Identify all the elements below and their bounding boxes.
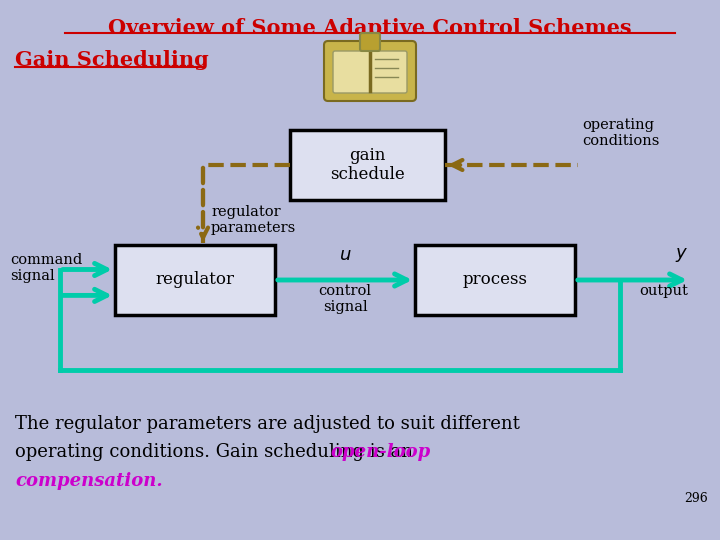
FancyBboxPatch shape — [324, 41, 416, 101]
Text: open-loop: open-loop — [330, 443, 431, 461]
Text: Overview of Some Adaptive Control Schemes: Overview of Some Adaptive Control Scheme… — [108, 18, 632, 38]
FancyBboxPatch shape — [115, 245, 275, 315]
Text: The regulator parameters are adjusted to suit different: The regulator parameters are adjusted to… — [15, 415, 520, 433]
FancyBboxPatch shape — [290, 130, 445, 200]
Text: $\it{y}$: $\it{y}$ — [675, 246, 688, 264]
Text: 296: 296 — [684, 492, 708, 505]
Text: operating
conditions: operating conditions — [582, 118, 660, 148]
Text: control
signal: control signal — [318, 284, 372, 314]
FancyBboxPatch shape — [360, 33, 380, 51]
Text: regulator: regulator — [156, 272, 235, 288]
Text: $\it{u}$: $\it{u}$ — [338, 246, 351, 264]
Text: output: output — [639, 284, 688, 298]
Text: process: process — [462, 272, 528, 288]
Text: compensation.: compensation. — [15, 472, 163, 490]
Text: Gain Scheduling: Gain Scheduling — [15, 50, 209, 70]
Text: operating conditions. Gain scheduling is an: operating conditions. Gain scheduling is… — [15, 443, 419, 461]
FancyBboxPatch shape — [415, 245, 575, 315]
Text: command
signal: command signal — [10, 253, 82, 283]
Text: gain
schedule: gain schedule — [330, 147, 405, 183]
FancyBboxPatch shape — [333, 51, 407, 93]
Text: regulator
parameters: regulator parameters — [211, 205, 296, 235]
